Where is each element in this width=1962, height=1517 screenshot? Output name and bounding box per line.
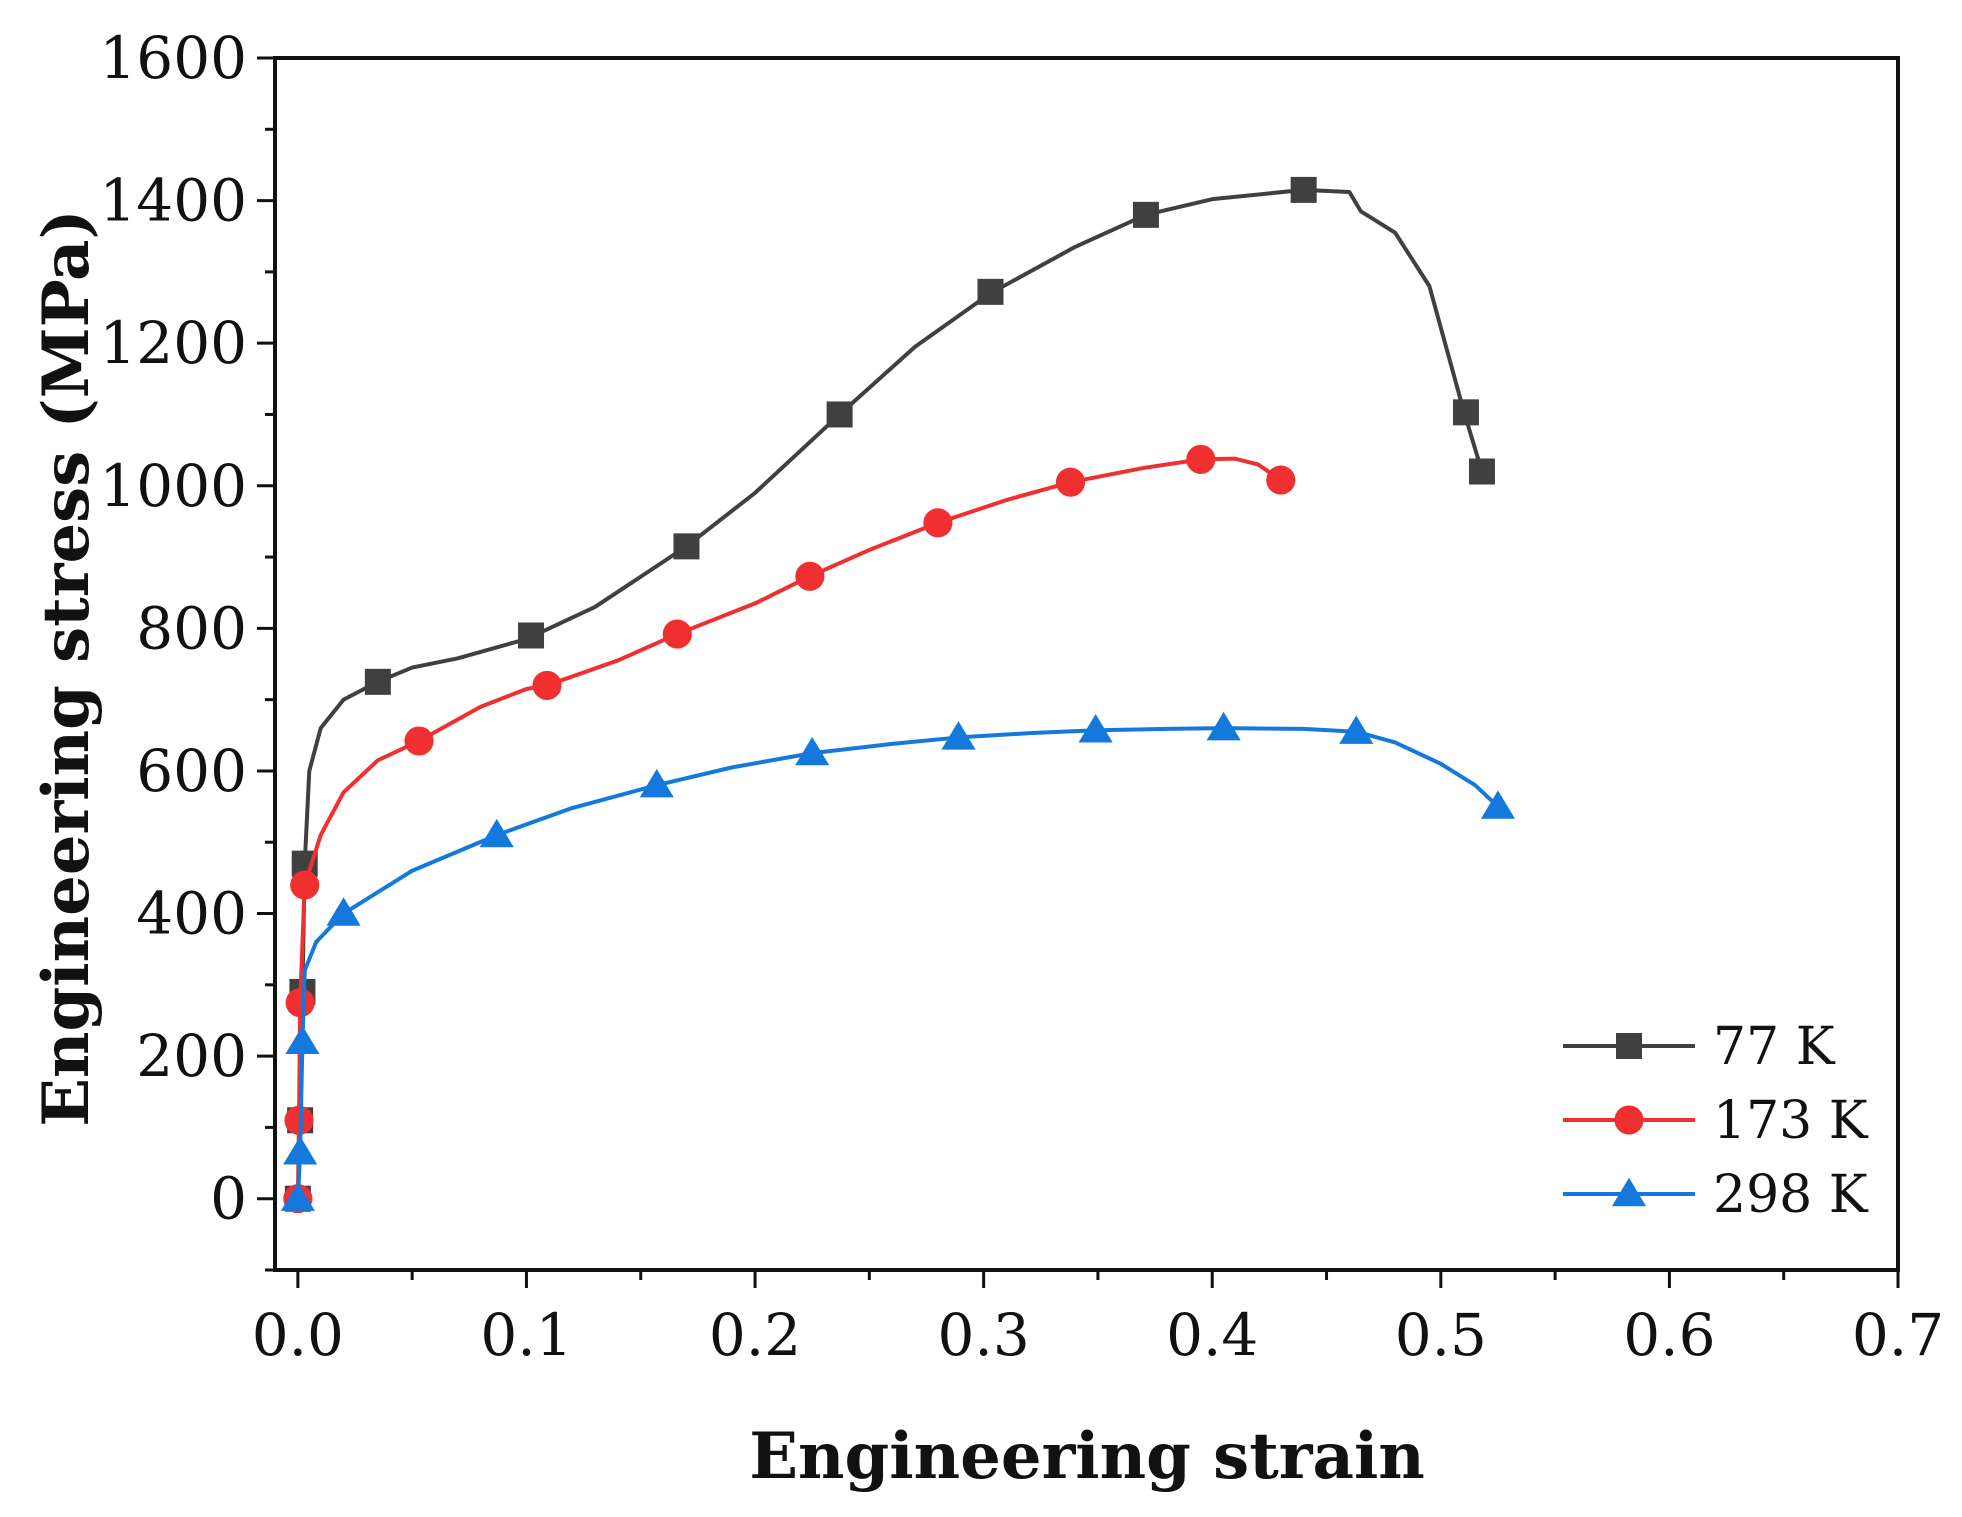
data-point [1078,714,1113,743]
y-tick-label: 1000 [99,452,247,520]
data-point [1339,715,1374,744]
x-tick-label: 0.5 [1395,1301,1487,1369]
data-point [1055,467,1086,497]
plot-frame [273,56,1900,1272]
series-298-k [280,711,1516,1211]
plot-border [273,56,1900,1272]
x-tick-label: 0.7 [1852,1301,1944,1369]
legend-label: 77 K [1713,1017,1836,1077]
data-point [280,1182,315,1211]
y-tick-label: 400 [136,880,247,948]
y-tick-label: 1200 [99,309,247,377]
legend-item: 298 K [1563,1165,1869,1225]
series-77-k [284,176,1495,1212]
data-point [285,1025,320,1055]
series-line [295,456,1283,1201]
series-line [295,726,1500,1201]
data-point [326,897,361,926]
data-point [479,818,514,848]
y-tick-label: 1600 [99,24,247,92]
data-point [941,721,976,750]
y-tick-label: 1400 [99,167,247,235]
data-point [923,508,953,538]
x-tick-label: 0.0 [252,1301,344,1369]
data-point [532,670,562,700]
legend-item: 77 K [1563,1017,1836,1077]
legend-label: 173 K [1713,1091,1869,1151]
x-axis-title: Engineering strain [749,1419,1425,1494]
x-tick-label: 0.2 [709,1301,801,1369]
y-tick-label: 800 [136,594,247,662]
x-tick-label: 0.3 [938,1301,1030,1369]
series-line [295,187,1484,1201]
legend-marker [1616,1033,1642,1059]
series-layer [280,176,1516,1214]
data-point [1266,465,1296,495]
data-point [795,736,830,766]
data-point [977,278,1004,305]
data-point [673,533,700,560]
legend-item: 173 K [1563,1091,1869,1151]
data-point [404,726,434,756]
data-point [1480,790,1516,819]
legend: 77 K 173 K 298 K [1563,1017,1869,1225]
legend-label: 298 K [1713,1165,1869,1225]
data-point [285,988,315,1018]
data-point [283,1136,318,1165]
x-tick-label: 0.6 [1623,1301,1715,1369]
data-point [1206,711,1241,741]
data-point [1468,458,1495,485]
legend-marker [1611,1177,1647,1207]
y-axis-title: Engineering stress (MPa) [29,209,104,1127]
axis-ticks: 0.0 0.1 0.2 0.3 0.4 0.5 0.6 0.7 0 200 400 600 800 100… [99,24,1944,1369]
data-point [290,870,320,900]
data-point [1186,444,1216,474]
data-point [662,619,692,649]
data-point [1452,399,1479,426]
x-tick-label: 0.1 [480,1301,572,1369]
legend-marker [1614,1105,1644,1135]
x-tick-label: 0.4 [1166,1301,1258,1369]
y-tick-label: 200 [136,1022,247,1090]
data-point [364,668,391,695]
data-point [1290,176,1317,203]
data-point [518,622,545,649]
data-point [795,561,825,591]
data-point [1132,201,1159,228]
series-173-k [283,444,1296,1214]
data-point [826,401,853,428]
data-point [639,768,674,798]
y-tick-label: 0 [210,1165,247,1233]
y-tick-label: 600 [136,737,247,805]
